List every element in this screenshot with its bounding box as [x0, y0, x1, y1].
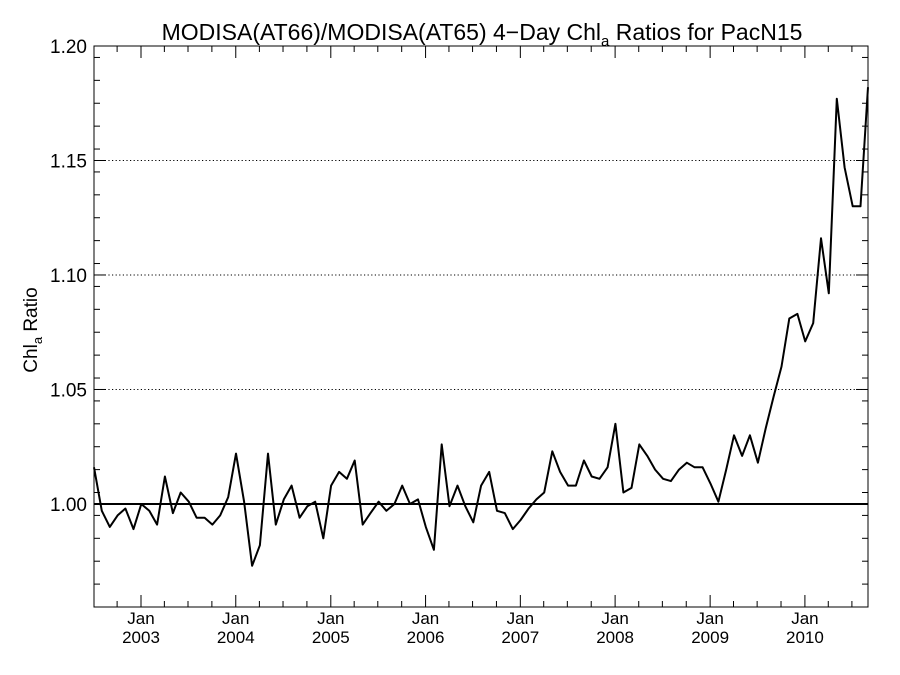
x-tick-year: 2010 [786, 628, 824, 647]
y-tick-label: 1.10 [50, 266, 87, 287]
y-tick-label: 1.15 [50, 151, 87, 172]
x-tick-month: Jan [507, 609, 534, 628]
x-tick-year: 2003 [122, 628, 160, 647]
x-tick-month: Jan [127, 609, 154, 628]
x-tick-month: Jan [317, 609, 344, 628]
y-axis: 1.00 1.05 1.10 1.15 1.20 [50, 37, 868, 608]
y-axis-label: Chla Ratio [21, 287, 45, 372]
x-tick-year: 2004 [217, 628, 255, 647]
series-line [93, 87, 869, 567]
y-tick-label: 1.00 [50, 495, 87, 516]
plot-frame [93, 45, 869, 608]
y-tick-label: 1.05 [50, 380, 87, 401]
x-tick-year: 2008 [596, 628, 634, 647]
x-axis: Jan2003Jan2004Jan2005Jan2006Jan2007Jan20… [116, 46, 853, 647]
x-tick-year: 2006 [407, 628, 445, 647]
x-tick-month: Jan [412, 609, 439, 628]
chart-title: MODISA(AT66)/MODISA(AT65) 4−Day Chla Rat… [162, 19, 803, 50]
grid-lines [94, 45, 868, 390]
series-group [93, 87, 869, 567]
x-tick-month: Jan [791, 609, 818, 628]
x-tick-month: Jan [601, 609, 628, 628]
x-tick-month: Jan [696, 609, 723, 628]
x-tick-year: 2007 [501, 628, 539, 647]
x-tick-year: 2009 [691, 628, 729, 647]
x-tick-year: 2005 [312, 628, 350, 647]
y-tick-label: 1.20 [50, 37, 87, 58]
x-tick-month: Jan [222, 609, 249, 628]
